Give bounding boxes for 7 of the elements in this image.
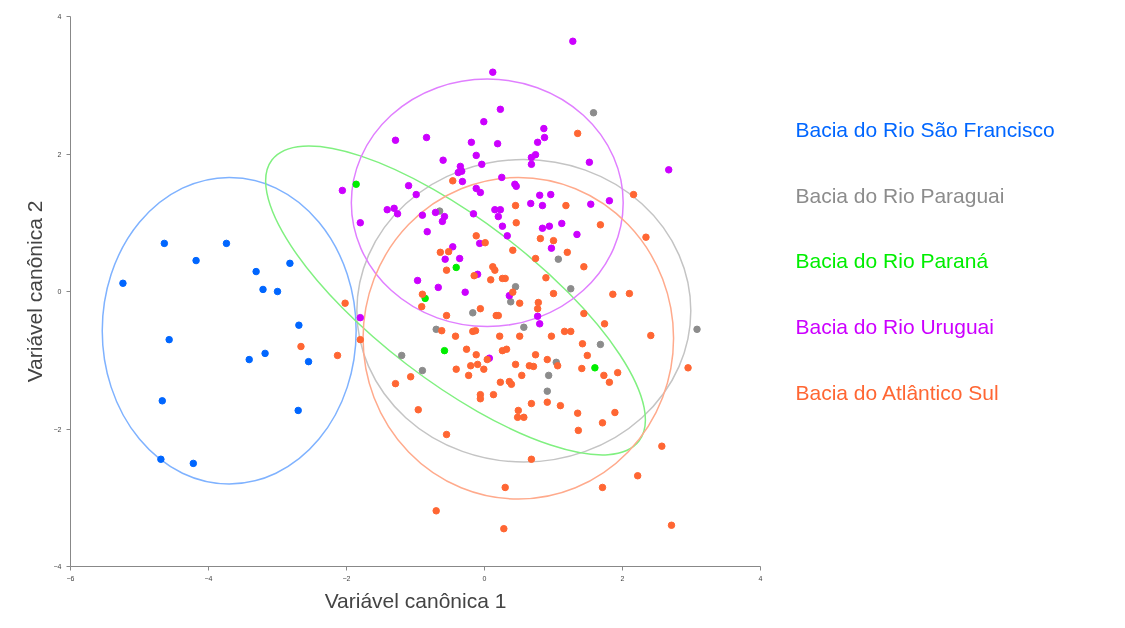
text: Bacia do Rio Paraná: [795, 249, 989, 273]
text: Bacia do Rio São Francisco: [795, 117, 1055, 141]
text: Bacia do Atlântico Sul: [795, 380, 999, 404]
y-axis-title: Variável canônica 2: [22, 200, 46, 383]
text: Bacia do Rio Uruguai: [795, 315, 994, 339]
x-axis-title: Variável canônica 1: [324, 588, 507, 612]
text: Bacia do Rio Paraguai: [795, 183, 1005, 207]
